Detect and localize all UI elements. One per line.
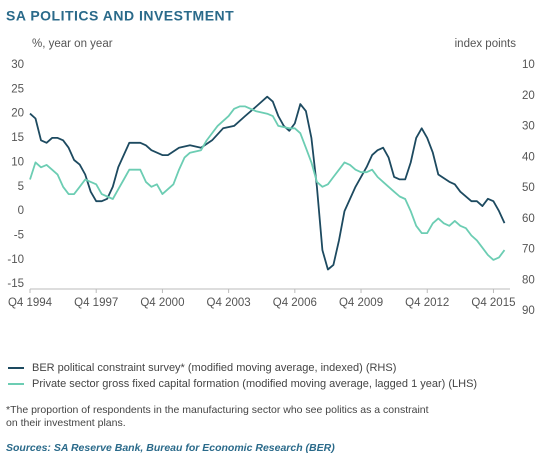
x-tick-label: Q4 2009 [339,297,383,309]
y-tick-label: -10 [7,254,24,266]
x-tick-label: Q4 2006 [273,297,317,309]
x-tick-label: Q4 1994 [8,297,53,309]
y-tick-label: 0 [18,205,24,217]
y-tick-label: 25 [11,83,24,95]
series-line [29,105,506,261]
y2-tick-label: 80 [522,274,535,286]
legend-label: BER political constraint survey* (modifi… [32,362,396,374]
y2-tick-label: 40 [522,151,535,163]
x-tick-label: Q4 1997 [74,297,118,309]
y-axis-label: %, year on year [32,38,113,50]
footnote: *The proportion of respondents in the ma… [6,404,429,416]
chart-title: SA POLITICS AND INVESTMENT [6,8,234,24]
x-tick-label: Q4 2015 [471,297,515,309]
source: Sources: SA Reserve Bank, Bureau for Eco… [6,442,335,454]
footnote: on their investment plans. [6,417,126,429]
x-tick-label: Q4 2012 [405,297,449,309]
legend-label: Private sector gross fixed capital forma… [32,378,477,390]
y-tick-label: 20 [11,108,24,120]
y2-tick-label: 50 [522,182,535,194]
y2-tick-label: 30 [522,121,535,133]
y-tick-label: 15 [11,132,24,144]
y-tick-label: -5 [14,230,24,242]
x-tick-label: Q4 2000 [140,297,184,309]
y2-tick-label: 60 [522,213,535,225]
y-tick-label: -15 [7,278,24,290]
y2-axis-label: index points [455,38,517,50]
y2-tick-label: 90 [522,305,535,317]
series-line [29,95,506,271]
y2-tick-label: 70 [522,244,535,256]
x-tick-label: Q4 2003 [207,297,251,309]
y-tick-label: 30 [11,59,24,71]
y2-tick-label: 20 [522,90,535,102]
y2-tick-label: 10 [522,59,535,71]
y-tick-label: 5 [18,181,24,193]
y-tick-label: 10 [11,156,24,168]
